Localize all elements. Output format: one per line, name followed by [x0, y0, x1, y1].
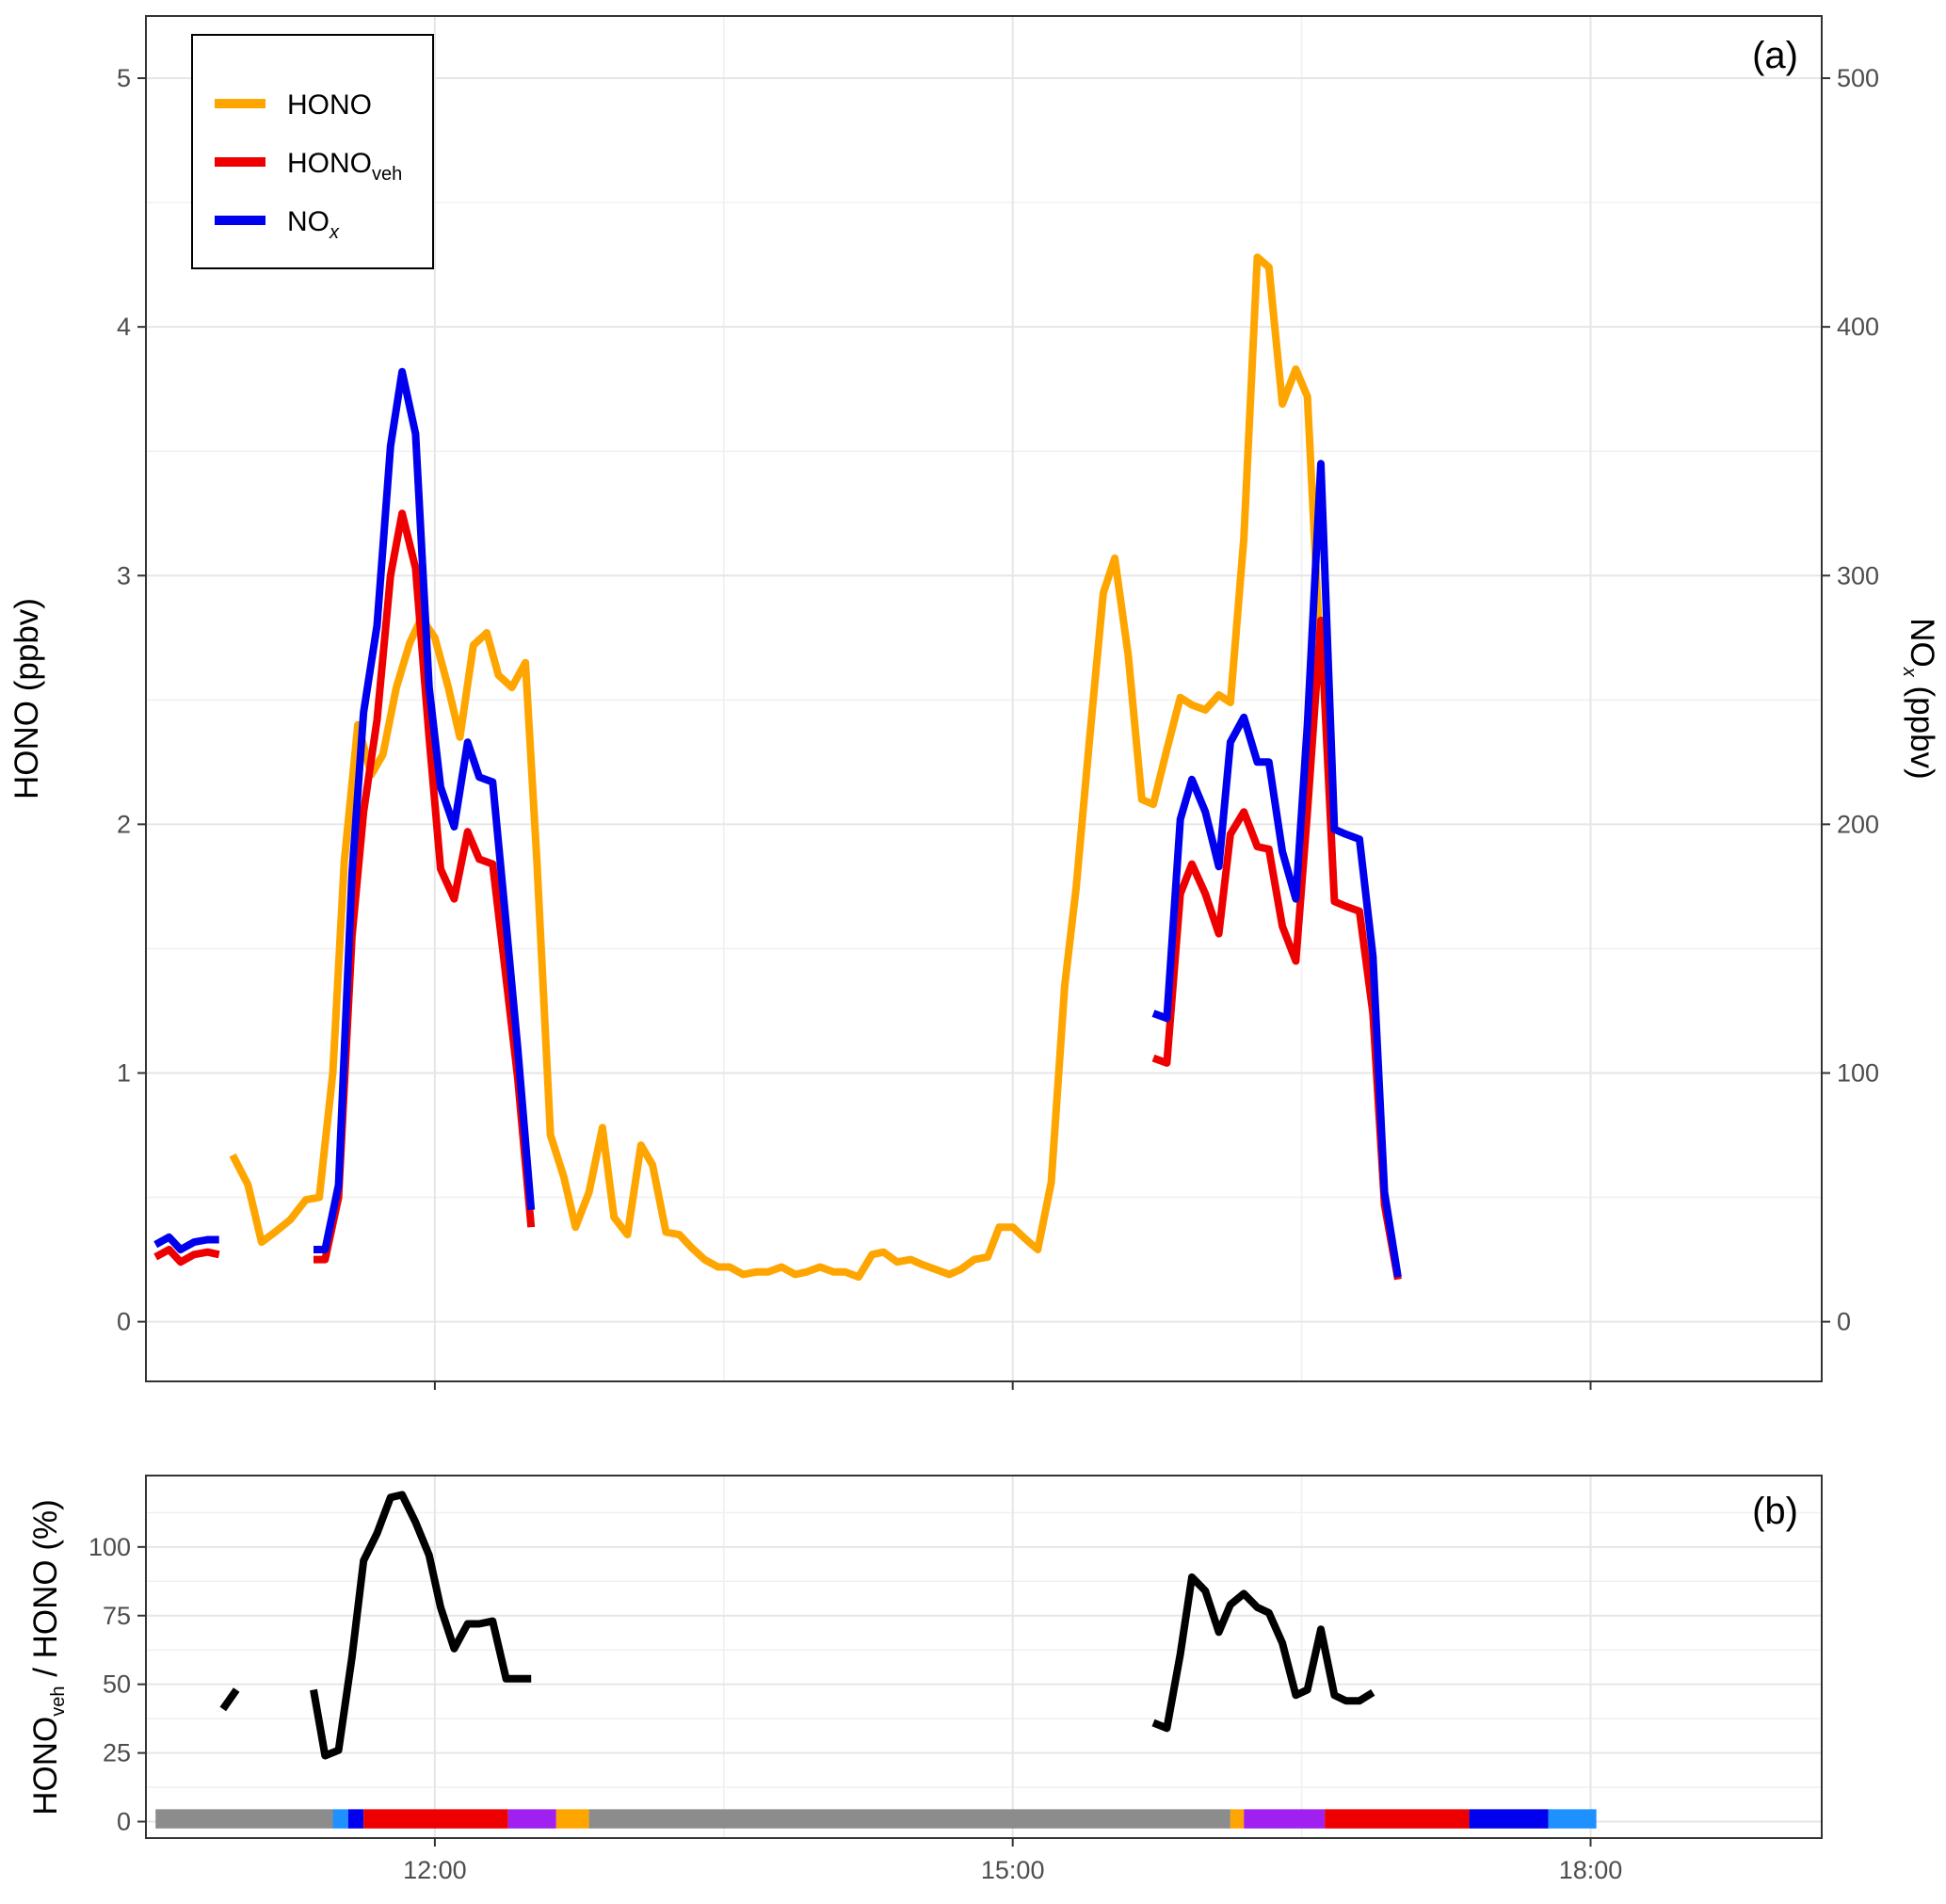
right-axis-title-sub: x: [1899, 667, 1920, 678]
a-right-tick-label: 200: [1837, 810, 1879, 838]
a-right-tick-label: 100: [1837, 1058, 1879, 1087]
category-bar-segment-7: [1230, 1809, 1245, 1829]
legend-label-sub: x: [329, 222, 340, 243]
category-bar-segment-6: [588, 1809, 1230, 1829]
b-x-tick-label: 15:00: [981, 1856, 1045, 1884]
series-hono_veh-segment-2: [1151, 616, 1402, 1281]
panel-b-series: [219, 1491, 1375, 1760]
right-axis-title-main: NO: [1904, 618, 1940, 668]
b-left-tick-label: 75: [103, 1602, 131, 1630]
a-right-tick-label: 0: [1837, 1308, 1851, 1336]
panel-b-minor-grid: [146, 1476, 1822, 1838]
category-bar-segment-4: [507, 1809, 556, 1829]
panel-a-border: [145, 15, 1823, 1382]
category-bar-segment-8: [1244, 1809, 1326, 1829]
category-bar-segment-5: [555, 1809, 589, 1829]
series-ratio-segment-1: [310, 1491, 532, 1760]
panel-a-x-axis: [433, 1381, 1592, 1390]
series-nox-segment-1: [314, 367, 536, 1253]
panel-a-series: [153, 253, 1402, 1282]
category-bar-segment-1: [332, 1809, 348, 1829]
a-left-tick-label: 4: [117, 313, 131, 341]
b-axis-title-tail: / HONO (%): [27, 1499, 64, 1686]
series-ratio-segment-2: [1151, 1573, 1375, 1733]
series-ratio-segment-0: [219, 1687, 240, 1712]
panel-a-left-axis-title: HONO (ppbv): [8, 598, 45, 799]
b-left-tick-label: 100: [88, 1533, 131, 1561]
category-bar: [155, 1809, 1597, 1829]
panel-b-x-axis: 12:00 15:00 18:00: [403, 1838, 1622, 1884]
legend-label-main: NO: [287, 206, 330, 237]
a-left-tick-label: 5: [117, 64, 131, 92]
a-left-tick-label: 2: [117, 810, 131, 838]
category-bar-segment-9: [1325, 1809, 1470, 1829]
category-bar-segment-11: [1548, 1809, 1597, 1829]
panel-b-background: [146, 1476, 1822, 1838]
panel-b-border: [145, 1475, 1823, 1839]
category-bar-segment-10: [1469, 1809, 1549, 1829]
b-axis-title-main: HONO: [27, 1717, 64, 1815]
category-bar-segment-0: [155, 1809, 333, 1829]
series-nox-segment-2: [1151, 460, 1402, 1278]
b-x-tick-label: 18:00: [1559, 1856, 1623, 1884]
a-right-tick-label: 500: [1837, 64, 1879, 92]
right-axis-title-tail: (ppbv): [1904, 677, 1940, 780]
panel-a-left-axis: 0 1 2 3 4 5: [117, 64, 146, 1336]
legend-label-sub: veh: [372, 164, 402, 185]
legend-label-1: HONOveh: [287, 148, 402, 185]
a-right-tick-label: 400: [1837, 313, 1879, 341]
a-left-tick-label: 1: [117, 1058, 131, 1087]
legend-box: [191, 34, 434, 269]
legend-label-main: HONO: [287, 89, 372, 121]
legend-label-0: HONO: [287, 89, 372, 121]
b-x-tick-label: 12:00: [403, 1856, 467, 1884]
panel-a-major-grid: [146, 16, 1822, 1381]
a-left-tick-label: 3: [117, 561, 131, 589]
category-bar-segment-2: [347, 1809, 364, 1829]
a-right-tick-label: 300: [1837, 561, 1879, 589]
legend-label-main: HONO: [287, 148, 372, 179]
series-nox-segment-0: [153, 1233, 219, 1253]
panel-b-tag: (b): [1752, 1491, 1798, 1532]
legend-label-2: NOx: [287, 206, 340, 243]
b-left-tick-label: 50: [103, 1670, 131, 1699]
series-hono_veh-segment-0: [153, 1246, 220, 1267]
panel-a-tag: (a): [1752, 35, 1798, 76]
panel-b: 0 25 50 75 100 12:00 15:00 18:00 (b) HONOveh /…: [27, 1475, 1823, 1884]
a-left-tick-label: 0: [117, 1308, 131, 1336]
panel-a-right-axis: 0 100 200 300 400 500: [1822, 64, 1879, 1336]
panel-b-left-axis-title: HONOveh / HONO (%): [27, 1499, 69, 1815]
b-left-tick-label: 25: [103, 1739, 131, 1767]
b-left-tick-label: 0: [117, 1808, 131, 1836]
category-bar-segment-3: [363, 1809, 508, 1829]
b-axis-title-sub: veh: [48, 1686, 69, 1717]
panel-a-right-axis-title: NOx (ppbv): [1899, 618, 1940, 779]
panel-b-left-axis: 0 25 50 75 100: [88, 1533, 146, 1836]
